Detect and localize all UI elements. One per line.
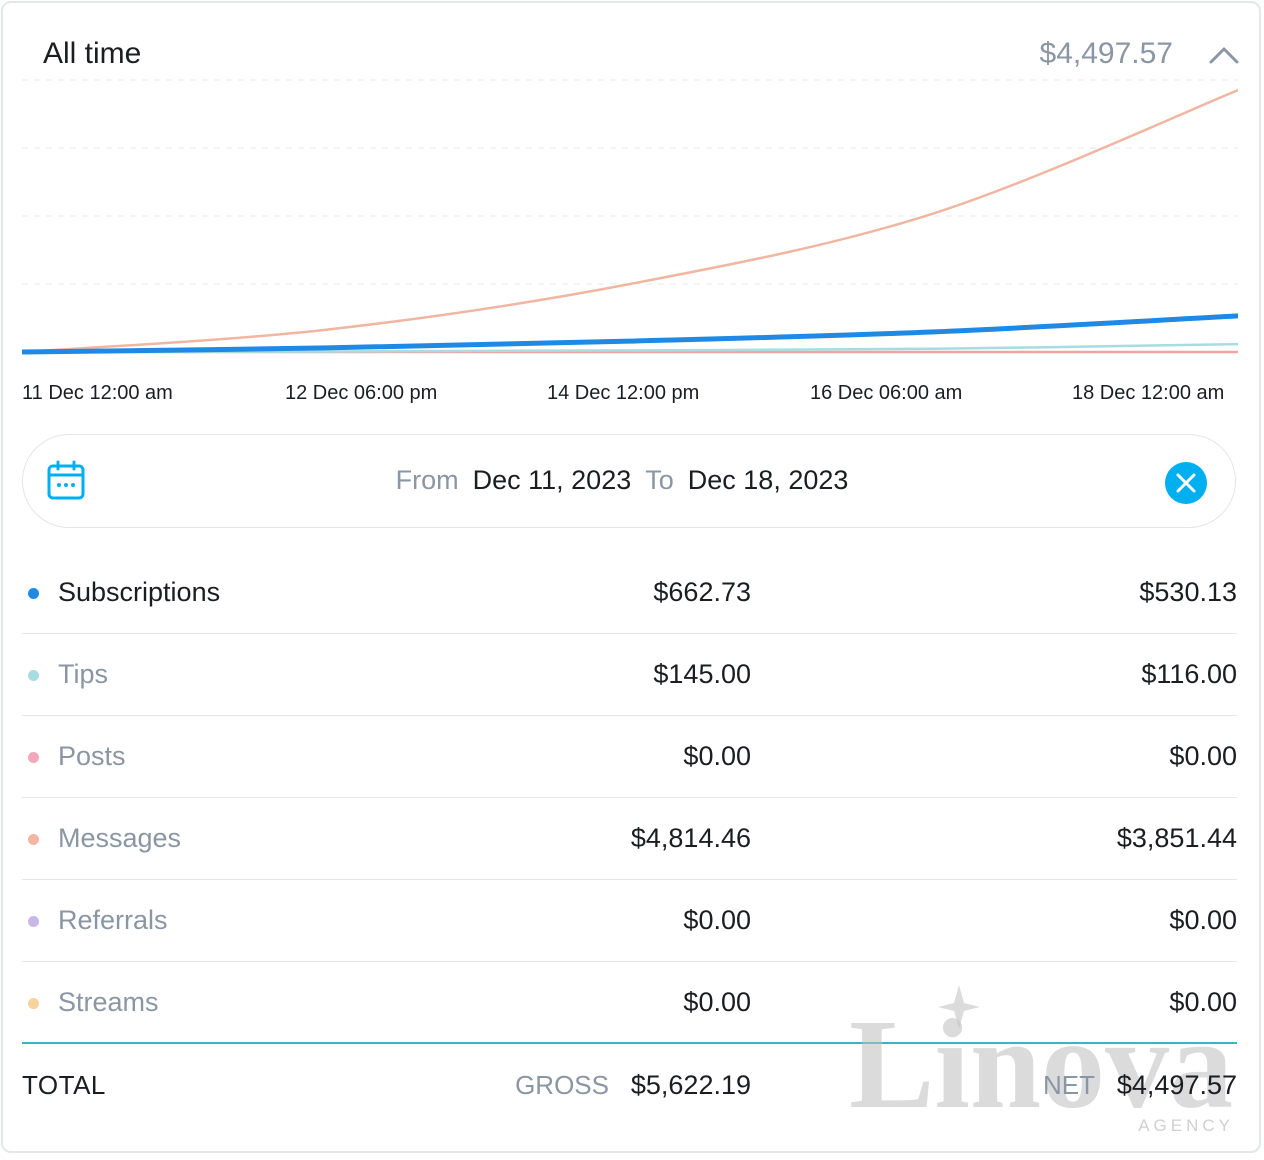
series-line-subscriptions: [22, 313, 1238, 355]
category-gross: $4,814.46: [630, 823, 751, 853]
total-net: $4,497.57: [1116, 1070, 1237, 1100]
category-gross: $0.00: [683, 741, 751, 771]
clear-date-range-button[interactable]: [1165, 462, 1207, 504]
category-label: Subscriptions: [58, 577, 221, 607]
total-row: TOTAL GROSS $5,622.19 NET $4,497.57: [22, 1046, 1237, 1126]
category-gross: $0.00: [683, 905, 751, 935]
total-gross: $5,622.19: [630, 1070, 751, 1100]
earnings-breakdown-list: Subscriptions $662.73 $530.13 Tips $145.…: [22, 552, 1237, 1044]
calendar-icon[interactable]: [47, 460, 85, 500]
x-tick-label: 12 Dec 06:00 pm: [285, 382, 438, 404]
total-label: TOTAL: [22, 1070, 106, 1100]
category-label: Messages: [58, 823, 182, 853]
gross-label: GROSS: [515, 1070, 609, 1100]
x-tick-label: 16 Dec 06:00 am: [810, 382, 963, 404]
x-tick-label: 18 Dec 12:00 am: [1072, 382, 1225, 404]
category-gross: $662.73: [653, 577, 751, 607]
close-icon: [1176, 473, 1196, 493]
period-total-amount: $4,497.57: [1039, 37, 1173, 70]
series-dot: [28, 588, 39, 599]
to-date[interactable]: Dec 18, 2023: [687, 465, 849, 495]
from-label: From: [395, 465, 459, 495]
category-label: Tips: [58, 659, 109, 689]
date-range-text: From Dec 11, 2023 To Dec 18, 2023: [23, 465, 1235, 496]
date-range-picker[interactable]: From Dec 11, 2023 To Dec 18, 2023: [22, 434, 1236, 528]
category-net: $0.00: [1169, 987, 1237, 1017]
category-net: $0.00: [1169, 741, 1237, 771]
category-label: Referrals: [58, 905, 168, 935]
category-gross: $145.00: [653, 659, 751, 689]
category-net: $3,851.44: [1116, 823, 1237, 853]
category-net: $116.00: [1141, 659, 1237, 689]
series-dot: [28, 752, 39, 763]
series-dot: [28, 834, 39, 845]
list-item[interactable]: Subscriptions $662.73 $530.13: [22, 552, 1237, 634]
list-item[interactable]: Tips $145.00 $116.00: [22, 634, 1237, 716]
category-label: Streams: [58, 987, 159, 1017]
list-item[interactable]: Streams $0.00 $0.00: [22, 962, 1237, 1044]
category-gross: $0.00: [683, 987, 751, 1017]
net-label: NET: [1043, 1070, 1095, 1100]
series-dot: [28, 998, 39, 1009]
list-item[interactable]: Referrals $0.00 $0.00: [22, 880, 1237, 962]
category-net: $0.00: [1169, 905, 1237, 935]
from-date[interactable]: Dec 11, 2023: [472, 465, 632, 495]
period-title: All time: [43, 37, 142, 70]
series-dot: [28, 916, 39, 927]
x-tick-label: 11 Dec 12:00 am: [22, 382, 173, 404]
x-tick-label: 14 Dec 12:00 pm: [547, 382, 700, 404]
category-label: Posts: [58, 741, 126, 771]
to-label: To: [645, 465, 674, 495]
chevron-up-icon[interactable]: [1208, 43, 1240, 67]
category-net: $530.13: [1139, 577, 1237, 607]
list-item[interactable]: Messages $4,814.46 $3,851.44: [22, 798, 1237, 880]
list-item[interactable]: Posts $0.00 $0.00: [22, 716, 1237, 798]
series-dot: [28, 670, 39, 681]
series-line-messages: [22, 88, 1238, 354]
earnings-line-chart: [22, 79, 1238, 355]
